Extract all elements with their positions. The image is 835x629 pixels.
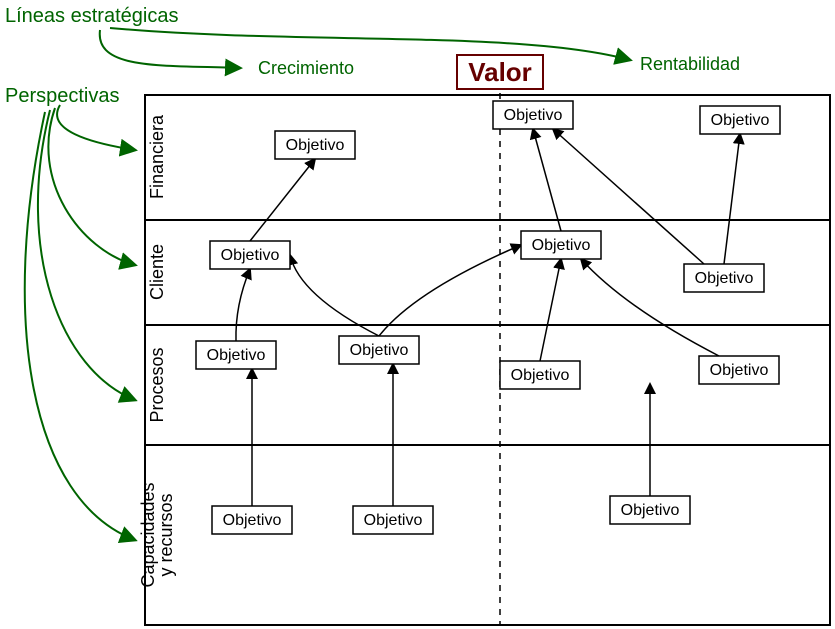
arrow-p1-c1 <box>236 269 250 341</box>
svg-text:Objetivo: Objetivo <box>532 237 591 254</box>
title-perspectivas: Perspectivas <box>5 85 120 107</box>
valor-box: Valor <box>457 55 543 89</box>
node-c2: Objetivo <box>521 231 601 259</box>
node-c3: Objetivo <box>684 264 764 292</box>
title-lineas: Líneas estratégicas <box>5 5 178 27</box>
row-label-capacidades: Capacidadesy recursos <box>138 482 176 587</box>
header-crecimiento: Crecimiento <box>258 58 354 78</box>
row-labels: Financiera Cliente Procesos Capacidadesy re… <box>138 114 176 588</box>
node-f3: Objetivo <box>700 106 780 134</box>
node-f1: Objetivo <box>275 131 355 159</box>
svg-text:Objetivo: Objetivo <box>221 247 280 264</box>
gp2 <box>48 108 135 265</box>
gp1 <box>57 105 135 150</box>
node-f2: Objetivo <box>493 101 573 129</box>
header-rentabilidad: Rentabilidad <box>640 54 740 74</box>
svg-text:Objetivo: Objetivo <box>504 107 563 124</box>
node-r3: Objetivo <box>610 496 690 524</box>
svg-text:Objetivo: Objetivo <box>511 367 570 384</box>
arrow-p2-c1 <box>290 255 379 336</box>
node-p4: Objetivo <box>699 356 779 384</box>
svg-text:Objetivo: Objetivo <box>621 502 680 519</box>
ga_crec <box>100 30 240 68</box>
node-r2: Objetivo <box>353 506 433 534</box>
row-label-procesos: Procesos <box>147 347 167 422</box>
node-c1: Objetivo <box>210 241 290 269</box>
svg-text:Objetivo: Objetivo <box>710 362 769 379</box>
svg-text:Objetivo: Objetivo <box>350 342 409 359</box>
gp3 <box>38 110 135 400</box>
black-arrows <box>236 129 740 506</box>
gp4 <box>25 112 135 540</box>
node-p3: Objetivo <box>500 361 580 389</box>
svg-text:Objetivo: Objetivo <box>364 512 423 529</box>
node-r1: Objetivo <box>212 506 292 534</box>
row-label-financiera: Financiera <box>147 114 167 199</box>
row-label-cliente: Cliente <box>147 244 167 300</box>
ga_rent <box>110 28 630 60</box>
svg-text:Objetivo: Objetivo <box>286 137 345 154</box>
arrow-p3-c2 <box>540 259 561 361</box>
node-p1: Objetivo <box>196 341 276 369</box>
arrow-c1-f1 <box>250 159 315 241</box>
node-p2: Objetivo <box>339 336 419 364</box>
nodes: Objetivo Objetivo Objetivo Objetivo Objetivo… <box>196 101 780 534</box>
svg-text:Objetivo: Objetivo <box>695 270 754 287</box>
svg-text:Objetivo: Objetivo <box>207 347 266 364</box>
arrow-c2-f2 <box>533 129 561 231</box>
svg-text:Objetivo: Objetivo <box>223 512 282 529</box>
valor-label: Valor <box>468 57 532 87</box>
svg-text:Objetivo: Objetivo <box>711 112 770 129</box>
arrow-c3-f3 <box>724 134 740 264</box>
